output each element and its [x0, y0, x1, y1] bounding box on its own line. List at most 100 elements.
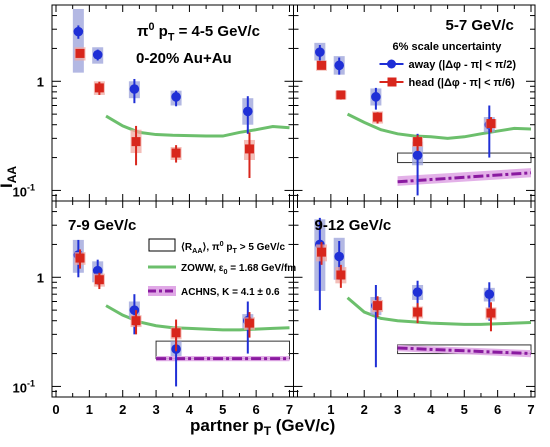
- y-axis-label: IAA: [0, 166, 19, 188]
- panel-label: 5-7 GeV/c: [446, 17, 514, 34]
- x-tick-label: 7: [286, 402, 293, 417]
- away-point: [73, 26, 84, 37]
- away-point: [334, 60, 344, 71]
- legend-title: 6% scale uncertainty: [393, 41, 503, 53]
- legend-raa-text-text: > 5 GeV/c: [237, 242, 286, 253]
- head-point: [486, 308, 496, 318]
- legend-head-marker: [387, 77, 397, 87]
- zoww-curve: [346, 112, 532, 140]
- legend-away-text: away (|Δφ - π| < π/2): [409, 59, 517, 71]
- head-point: [94, 83, 104, 93]
- x-axis-label-sub: T: [264, 424, 272, 438]
- panel-1: 1 10-1 π0 pT = 4-5 GeV/c 0-20% Au+Au: [13, 4, 294, 202]
- legend-raa-text-text: p: [224, 242, 233, 253]
- x-tick-label: 3: [152, 402, 159, 417]
- y-tick-label: 10-1: [13, 182, 35, 199]
- panel-2: 5-7 GeV/c 6% scale uncertainty away (|Δφ -…: [293, 4, 536, 202]
- legend-title-text: 6% scale uncertainty: [393, 41, 503, 53]
- head-point: [244, 318, 254, 328]
- panel-3: 110-10 1 2 3 4 5 6 77-9 GeV/c⟨RAA⟩, π0 pT > 5 G…: [13, 200, 296, 417]
- x-tick-label: 4: [427, 402, 435, 417]
- head-point: [413, 307, 423, 317]
- legend-raa-text-sup: 0: [220, 239, 224, 248]
- achns-line: [397, 171, 532, 184]
- head-point: [75, 48, 85, 58]
- x-tick-label: 1: [86, 402, 93, 417]
- legend-zoww-text-sub: 0: [224, 267, 228, 276]
- legend-zoww-text-text: = 1.68 GeV/fm: [228, 263, 297, 274]
- y-axis-label-main: I: [0, 183, 16, 188]
- head-point: [486, 119, 496, 129]
- x-tick-label: 2: [119, 402, 126, 417]
- y-axis-label-sub: AA: [5, 166, 19, 184]
- head-point: [336, 270, 346, 280]
- legend-raa-text-sub: AA: [192, 246, 202, 255]
- panel-label-text: 5-7 GeV/c: [446, 17, 514, 34]
- x-tick-label: 7: [527, 402, 534, 417]
- away-point: [484, 289, 495, 299]
- y-tick-label-exp: -1: [27, 182, 35, 192]
- away-point: [129, 305, 140, 315]
- head-point: [75, 253, 85, 263]
- panel-label-text: π: [137, 23, 149, 40]
- legend-raa-text-text: ⟩, π: [203, 242, 220, 253]
- legend-head-text: head (|Δφ - π| < π/6): [409, 77, 516, 89]
- legend-raa-text-text: ⟨R: [181, 242, 193, 253]
- x-tick-label: 3: [394, 402, 401, 417]
- y-tick-label: 10-1: [13, 378, 35, 395]
- panel-label-text: = 4-5 GeV/c: [174, 23, 259, 40]
- away-point: [92, 49, 103, 60]
- away-point: [129, 84, 140, 94]
- x-tick-label: 5: [461, 402, 468, 417]
- x-tick-label: 1: [327, 402, 334, 417]
- away-point: [171, 92, 181, 102]
- legend-achns-text: ACHNS, K = 4.1 ± 0.6: [181, 287, 280, 298]
- away-sys-box: [72, 8, 84, 73]
- away-point: [334, 251, 344, 262]
- x-tick-label: 0: [52, 402, 59, 417]
- panel-label-sub: T: [168, 32, 175, 44]
- away-point: [412, 287, 423, 298]
- panel-label: 7-9 GeV/c: [68, 217, 136, 234]
- head-point: [171, 148, 181, 158]
- away-point: [412, 150, 423, 161]
- x-axis-label-unit: (GeV/c): [271, 416, 335, 435]
- legend-achns-text-text: ACHNS, K = 4.1 ± 0.6: [181, 287, 280, 298]
- x-axis-label-main: partner p: [190, 416, 264, 435]
- legend-zoww-text: ZOWW, ε0 = 1.68 GeV/fm: [181, 263, 296, 276]
- panels: 110-1π0 pT = 4-5 GeV/c0-20% Au+Au5-7 GeV…: [13, 4, 536, 417]
- x-tick-label: 4: [186, 402, 194, 417]
- away-point: [243, 106, 253, 117]
- panel-sublabel: 0-20% Au+Au: [136, 50, 232, 67]
- head-point: [131, 316, 141, 326]
- legend-raa-text: ⟨RAA⟩, π0 pT > 5 GeV/c: [181, 239, 285, 255]
- panel-label: 9-12 GeV/c: [315, 217, 392, 234]
- head-point: [373, 112, 383, 122]
- head-point: [244, 144, 254, 154]
- x-tick-label: 2: [361, 402, 368, 417]
- x-tick-label: 6: [253, 402, 260, 417]
- panel-sublabel-text: 0-20% Au+Au: [136, 50, 232, 67]
- head-point: [336, 90, 346, 100]
- zoww-curve: [346, 296, 532, 326]
- panel-label-sup: 0: [148, 21, 154, 33]
- x-tick-label: 5: [219, 402, 226, 417]
- legend-head-text-text: head (|Δφ - π| < π/6): [409, 77, 516, 89]
- legend-raa-text-sub: T: [233, 246, 238, 255]
- x-tick-label: 6: [494, 402, 501, 417]
- away-point: [315, 47, 325, 57]
- head-point: [317, 247, 327, 257]
- head-point: [373, 301, 383, 311]
- legend-away-text-text: away (|Δφ - π| < π/2): [409, 59, 517, 71]
- head-point: [171, 328, 181, 338]
- panel-label-text: 7-9 GeV/c: [68, 217, 136, 234]
- y-tick-label: 1: [37, 270, 44, 285]
- y-tick-label-exp: -1: [27, 378, 35, 388]
- achns-line: [397, 346, 532, 356]
- head-point: [131, 137, 141, 147]
- panel-4: 1 2 3 4 5 6 7 9-12 GeV/c: [293, 200, 536, 417]
- head-point: [94, 275, 104, 285]
- head-point: [413, 137, 423, 147]
- panel-label: π0 pT = 4-5 GeV/c: [137, 21, 260, 44]
